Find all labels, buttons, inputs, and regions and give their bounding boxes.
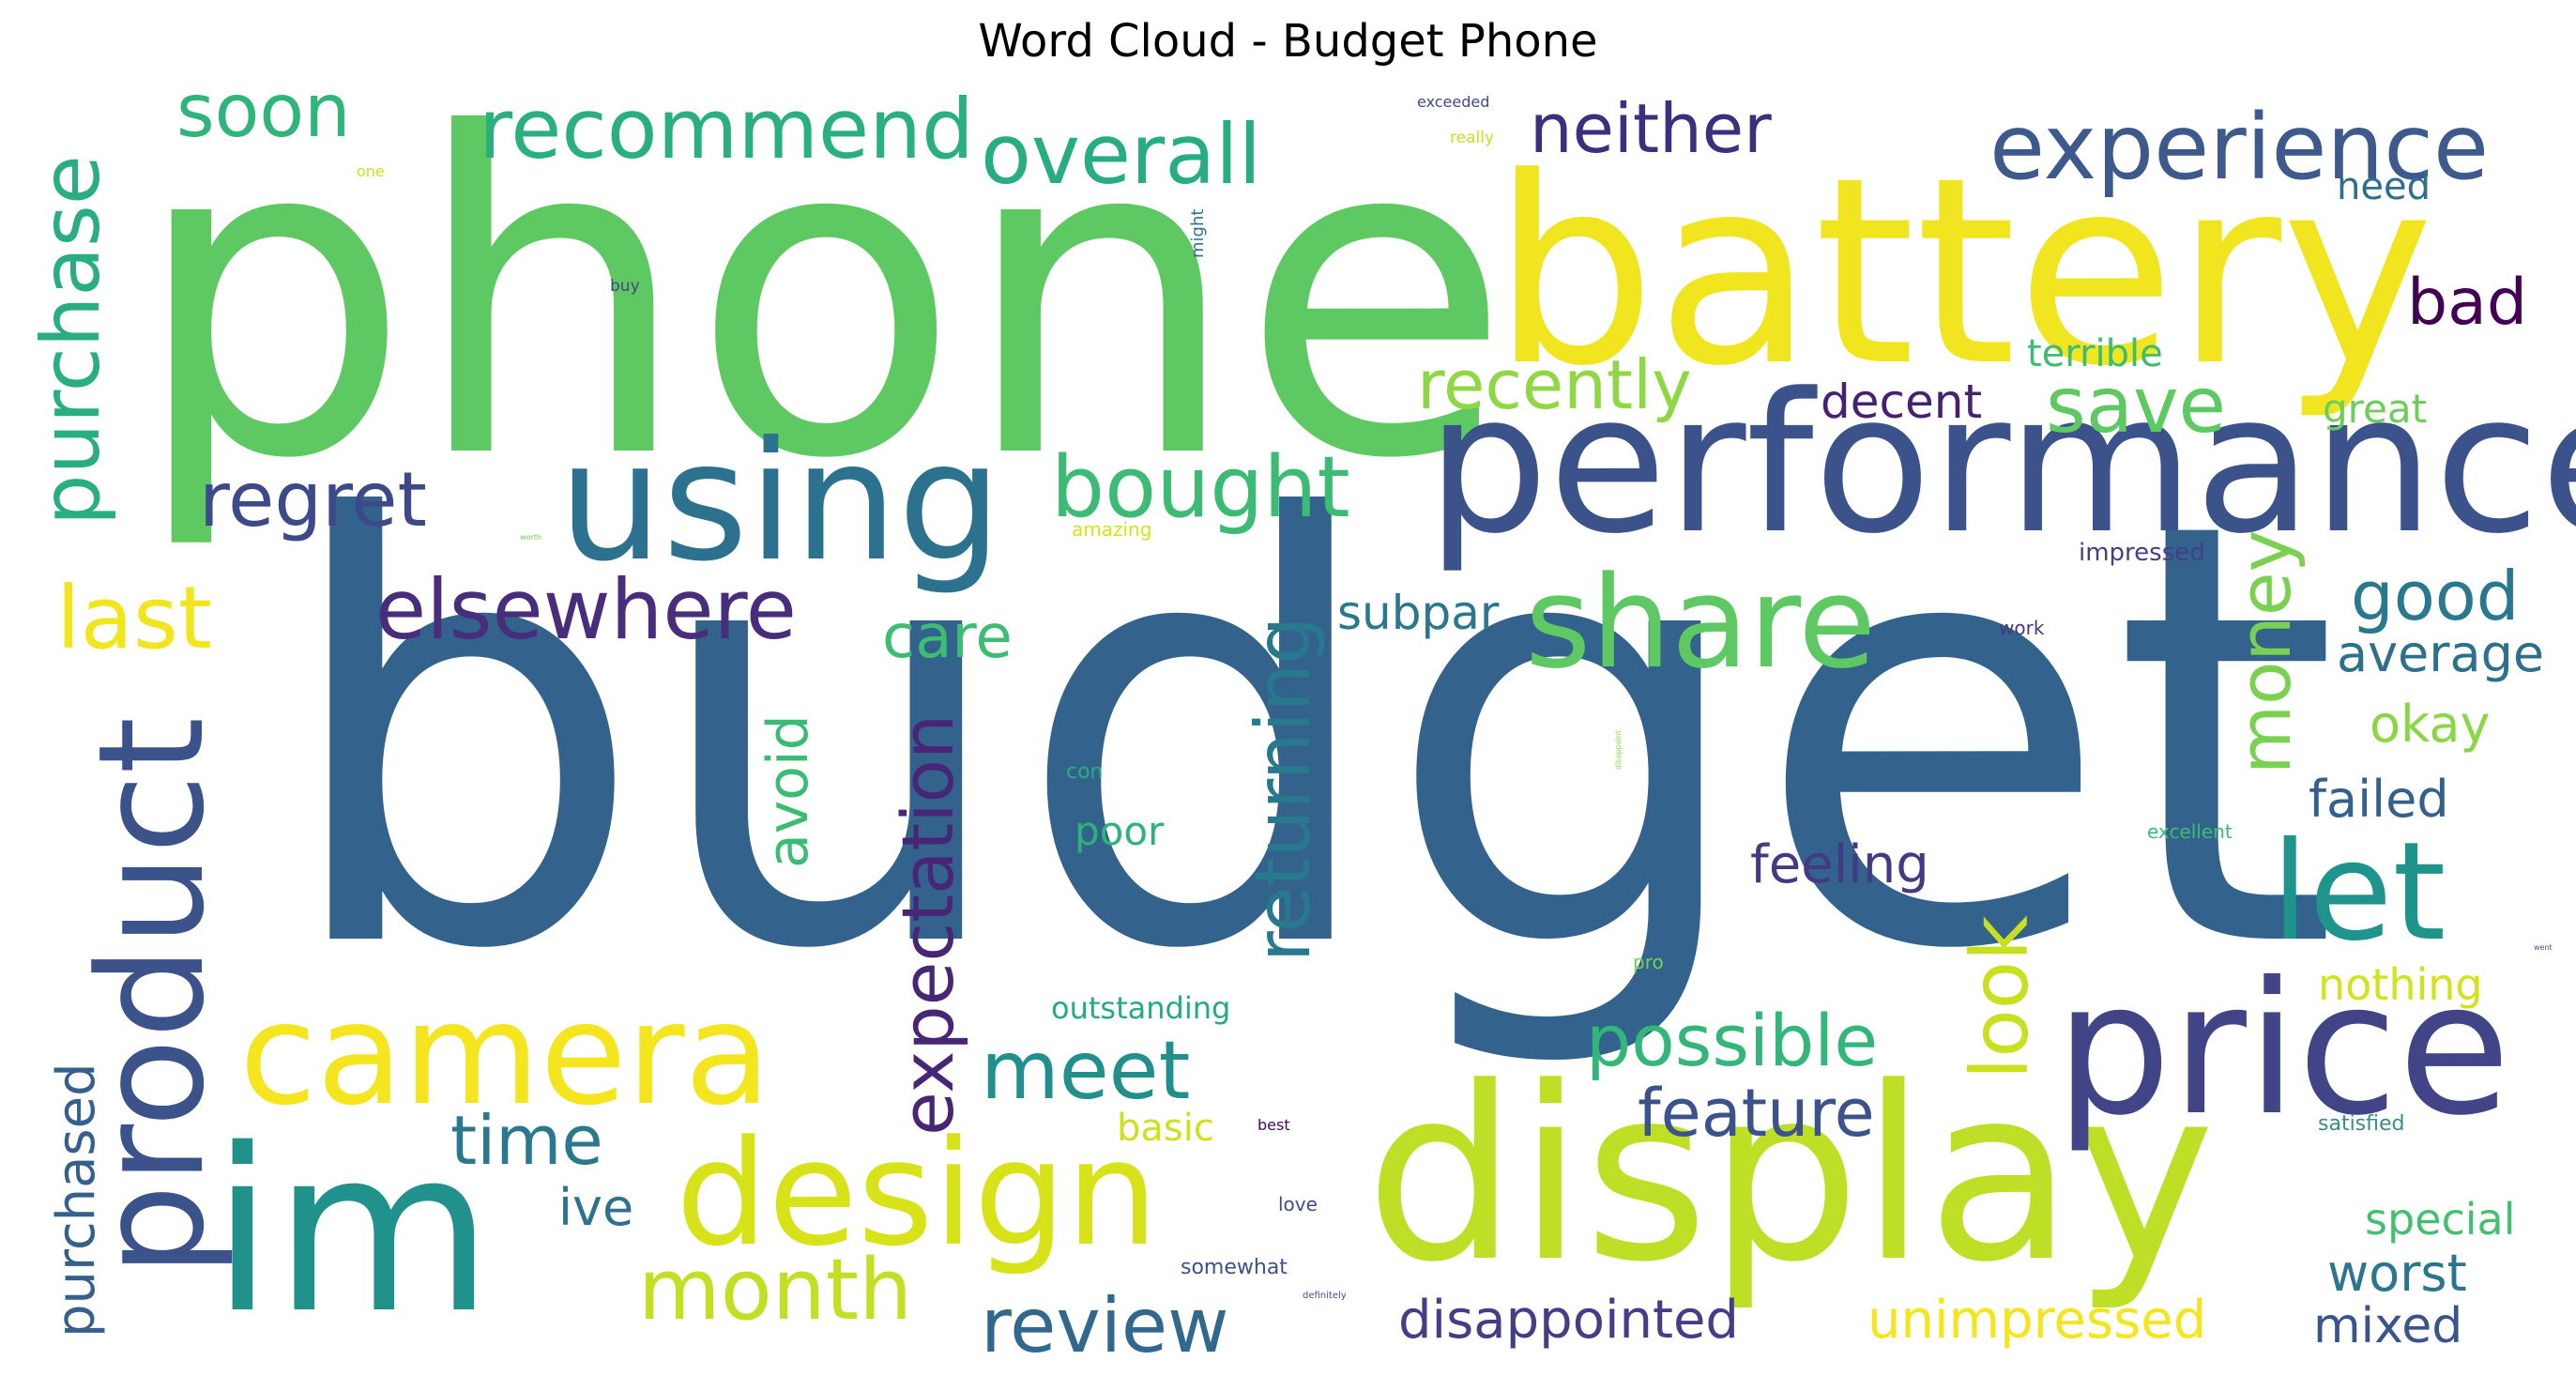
word-share: share [1525,549,1876,696]
word-worst: worst [2327,1244,2467,1303]
word-average: average [2337,624,2544,683]
word-recently: recently [1417,345,1692,424]
word-impressed: impressed [2079,539,2205,567]
word-decent: decent [1821,375,1982,429]
word-meet: meet [981,1024,1190,1118]
word-exceeded: exceeded [1417,93,1489,111]
word-nothing: nothing [2318,959,2483,1010]
word-terrible: terrible [2027,332,2163,375]
word-ive: ive [558,1178,633,1237]
word-mixed: mixed [2313,1298,2462,1354]
word-bad: bad [2407,266,2527,340]
word-neither: neither [1530,89,1772,168]
word-price: price [2055,942,2510,1155]
word-feeling: feeling [1750,834,1929,895]
word-elsewhere: elsewhere [375,561,797,658]
word-basic: basic [1117,1107,1214,1150]
word-purchased: purchased [46,1063,107,1338]
word-okay: okay [2370,695,2490,754]
word-money: money [2223,530,2307,774]
word-work: work [1999,617,2045,639]
word-somewhat: somewhat [1181,1256,1288,1279]
word-excellent: excellent [2147,820,2233,843]
word-really: really [1450,129,1494,147]
word-need: need [2337,165,2431,208]
word-using: using [558,407,1002,598]
word-product: product [67,717,236,1277]
word-review: review [981,1282,1229,1369]
word-care: care [882,603,1013,672]
word-satisfied: satisfied [2318,1112,2405,1136]
word-worth: worth [520,533,541,542]
word-pro: pro [1633,951,1664,973]
word-phone: phone [131,41,1512,555]
word-poor: poor [1075,808,1165,854]
word-best: best [1258,1116,1290,1134]
word-good: good [2351,557,2520,635]
word-overall: overall [981,106,1261,203]
chart-title: Word Cloud - Budget Phone [978,15,1598,68]
word-failed: failed [2309,770,2449,829]
word-returning: returning [1240,617,1327,962]
word-camera: camera [239,973,770,1137]
word-im: im [211,1100,493,1363]
word-recommend: recommend [479,81,974,177]
word-went: went [2534,943,2553,952]
word-amazing: amazing [1072,518,1151,541]
word-bought: bought [1051,438,1350,537]
word-experience: experience [1989,95,2489,200]
word-display: display [1365,1036,2215,1315]
word-month: month [638,1241,912,1339]
word-buy: buy [610,277,640,296]
word-performance: performance [1426,353,2576,576]
word-let: let [2271,813,2446,971]
word-one: one [357,162,385,180]
word-purchase: purchase [24,155,118,526]
word-love: love [1278,1193,1318,1215]
word-battery: battery [1492,122,2434,422]
word-avoid: avoid [755,714,821,868]
word-unimpressed: unimpressed [1867,1290,2206,1351]
word-regret: regret [199,456,427,543]
word-save: save [2046,361,2226,451]
word-con: con [1066,760,1104,784]
word-disappoint: disappoint [1614,730,1623,770]
word-subpar: subpar [1337,586,1500,640]
word-expectation: expectation [886,714,969,1136]
word-design: design [676,1108,1158,1278]
word-might: might [1188,209,1208,258]
word-last: last [56,568,212,668]
word-special: special [2365,1194,2516,1245]
word-soon: soon [176,69,351,154]
word-great: great [2323,386,2427,432]
word-budget: budget [277,400,2340,1077]
word-look: look [1954,915,2046,1079]
word-feature: feature [1638,1075,1875,1152]
word-definitely: definitely [1303,1291,1347,1301]
word-possible: possible [1586,999,1878,1082]
word-disappointed: disappointed [1398,1290,1739,1351]
word-time: time [450,1101,603,1180]
word-outstanding: outstanding [1051,990,1230,1026]
